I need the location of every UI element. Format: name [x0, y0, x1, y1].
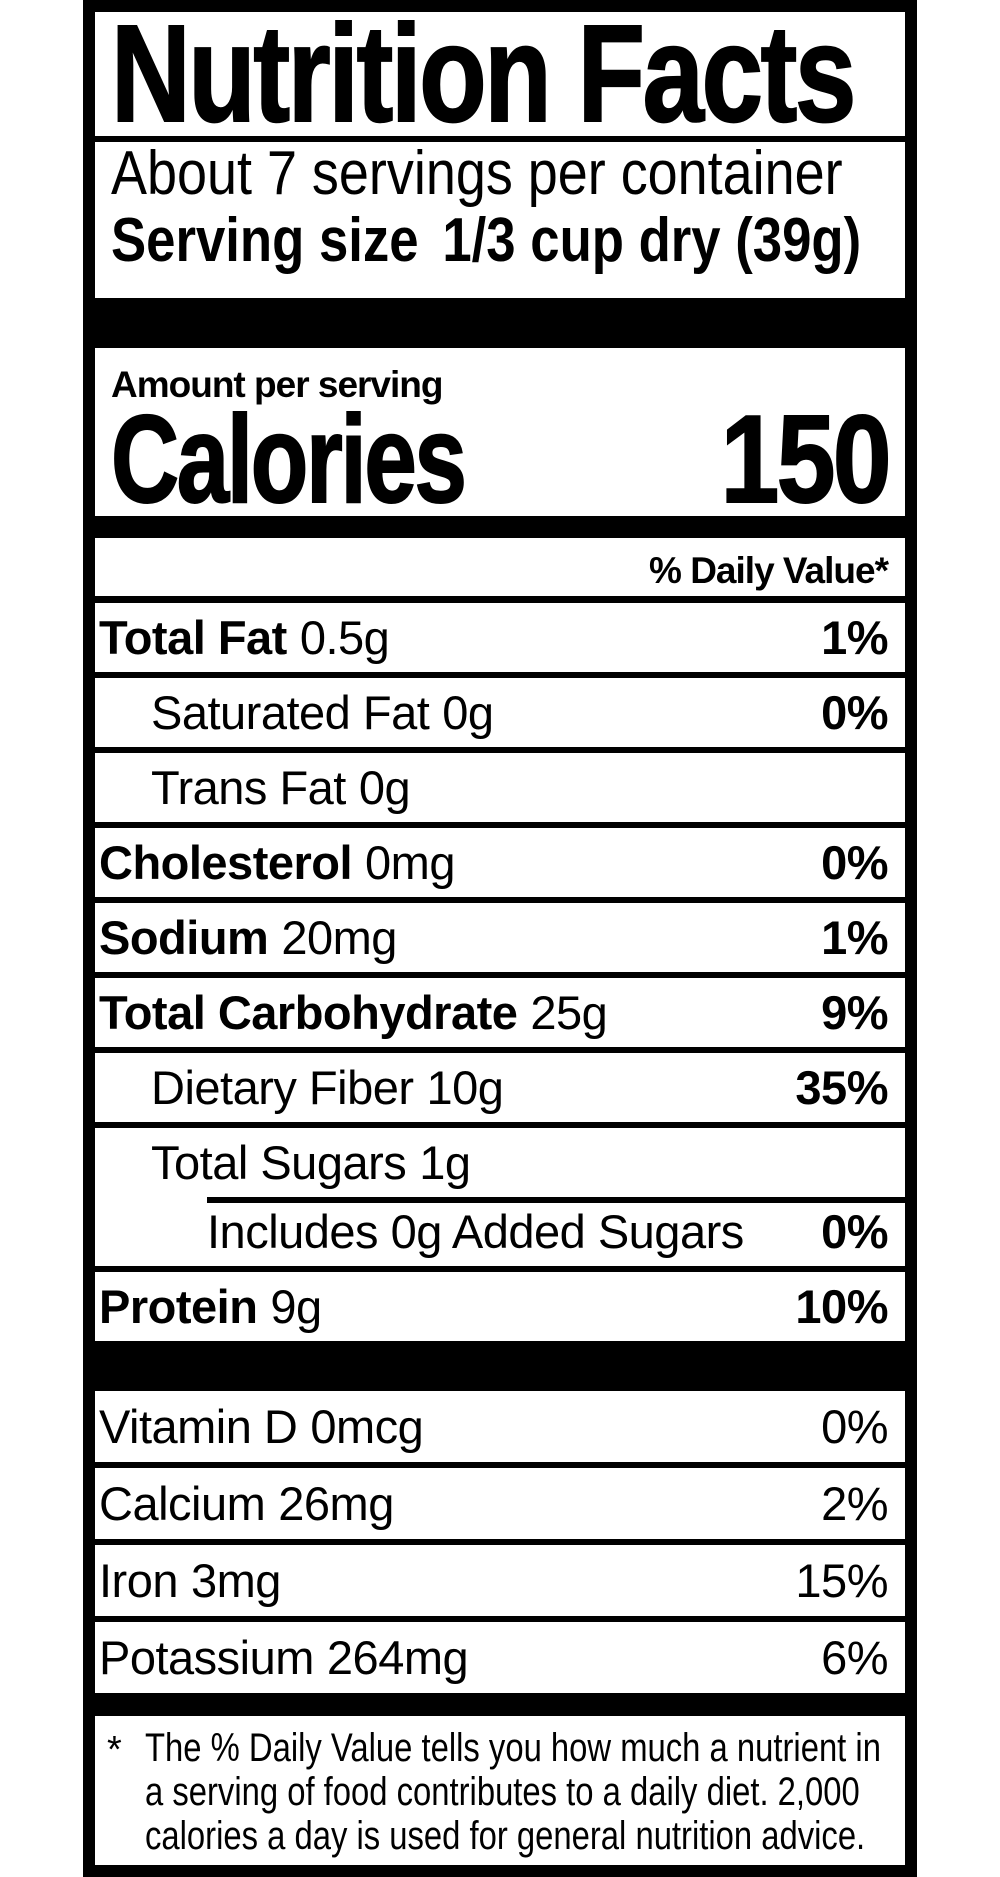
dv-saturated-fat: 0% [821, 686, 888, 739]
label-title: Nutrition Facts [95, 0, 905, 151]
dv-added-sugars: 0% [821, 1205, 888, 1258]
section-bar-thick-vitamins [95, 1341, 905, 1391]
nutrient-row-trans-fat: Trans Fat 0g [95, 747, 905, 822]
section-bar-thick-top [95, 298, 905, 348]
footnote-line-2: a serving of food contributes to a daily… [145, 1770, 860, 1814]
serving-size-label: Serving size [111, 206, 419, 275]
micronutrient-row-calcium: Calcium 26mg 2% [95, 1462, 905, 1539]
nutrient-row-added-sugars: Includes 0g Added Sugars 0% [95, 1197, 905, 1266]
dv-total-fat: 1% [821, 611, 888, 664]
footnote-line-3: calories a day is used for general nutri… [145, 1814, 866, 1858]
dv-iron: 15% [795, 1554, 888, 1607]
title-divider [95, 136, 905, 142]
nutrient-row-protein: Protein 9g 10% [95, 1266, 905, 1341]
dv-total-carbohydrate: 9% [821, 986, 888, 1039]
footnote-marker: * [107, 1729, 122, 1771]
calories-divider-bar [95, 516, 905, 538]
dv-potassium: 6% [821, 1631, 888, 1684]
serving-size-value: 1/3 cup dry (39g) [442, 206, 862, 275]
footnote-text: The % Daily Value tells you how much a n… [145, 1726, 905, 1858]
footnote: * The % Daily Value tells you how much a… [95, 1726, 905, 1858]
dv-cholesterol: 0% [821, 836, 888, 889]
nutrition-facts-label: Nutrition Facts About 7 servings per con… [83, 0, 917, 1877]
micronutrient-row-iron: Iron 3mg 15% [95, 1539, 905, 1616]
dv-calcium: 2% [821, 1477, 888, 1530]
dv-protein: 10% [795, 1280, 888, 1333]
calories-row: Calories 150 [95, 391, 905, 529]
amount-per-serving-label: Amount per serving [111, 364, 444, 405]
calories-label: Calories [110, 391, 467, 529]
nutrient-row-cholesterol: Cholesterol 0mg 0% [95, 822, 905, 897]
footnote-line-1: The % Daily Value tells you how much a n… [145, 1726, 881, 1770]
nutrient-row-sodium: Sodium 20mg 1% [95, 897, 905, 972]
nutrient-row-saturated-fat: Saturated Fat 0g 0% [95, 672, 905, 747]
dv-dietary-fiber: 35% [795, 1061, 888, 1114]
nutrient-row-dietary-fiber: Dietary Fiber 10g 35% [95, 1047, 905, 1122]
nutrient-row-total-fat: Total Fat 0.5g 1% [99, 611, 888, 664]
servings-per-container: About 7 servings per container [111, 139, 843, 208]
dv-vitamin-d: 0% [821, 1400, 888, 1453]
nutrient-row-total-carbohydrate: Total Carbohydrate 25g 9% [95, 972, 905, 1047]
micronutrient-row-vitamin-d: Vitamin D 0mcg 0% [99, 1400, 888, 1453]
nutrient-row-total-sugars: Total Sugars 1g [95, 1122, 905, 1197]
label-title-text: Nutrition Facts [110, 0, 857, 151]
micronutrient-row-potassium: Potassium 264mg 6% [95, 1616, 905, 1693]
calories-value: 150 [720, 391, 892, 529]
dv-sodium: 1% [821, 911, 888, 964]
serving-size-row: Serving size 1/3 cup dry (39g) [95, 206, 905, 276]
section-bar-footnote [95, 1693, 905, 1716]
daily-value-divider [95, 596, 905, 603]
daily-value-header: % Daily Value* [649, 550, 889, 591]
